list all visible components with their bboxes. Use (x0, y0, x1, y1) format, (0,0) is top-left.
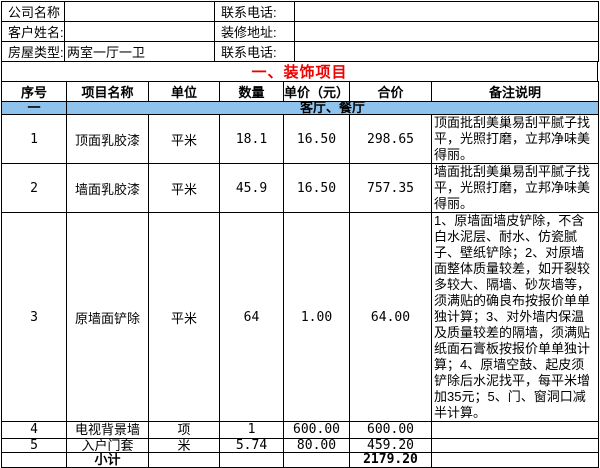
table-row: 1 顶面乳胶漆 平米 18.1 16.50 298.65 顶面批刮美巢易刮平腻子… (1, 114, 599, 164)
address-label: 装修地址: (214, 21, 295, 42)
house-type-label: 房屋类型: (1, 41, 65, 62)
table-row: 5 入户门套 米 5.74 80.00 459.20 (1, 438, 599, 453)
company-name-label: 公司名称 (1, 1, 65, 22)
contact-phone-value-1 (294, 1, 599, 22)
info-row-house-type: 房屋类型: 两室一厅一卫 联系电话: (1, 41, 599, 62)
subtotal-empty-qty (219, 452, 284, 468)
customer-name-label: 客户姓名: (1, 21, 65, 42)
cell-note: 墙面批刮美巢易刮平腻子找平，光照打磨，立邦净味美得丽。 (431, 163, 599, 213)
cell-no: 5 (1, 438, 67, 453)
table-row: 4 电视背景墙 项 1 600.00 600.00 (1, 421, 599, 439)
cell-item: 顶面乳胶漆 (66, 114, 149, 164)
address-value (294, 21, 599, 42)
cell-item: 入户门套 (66, 438, 149, 453)
section-no: 一 (1, 101, 67, 115)
info-table: 公司名称 联系电话: 客户姓名: 装修地址: 房屋类型: 两室一厅一卫 联系电话… (1, 1, 599, 62)
cell-total: 298.65 (349, 114, 432, 164)
subtotal-empty-price (283, 452, 350, 468)
cell-item: 电视背景墙 (66, 421, 149, 439)
cell-total: 757.35 (349, 163, 432, 213)
cell-qty: 1 (219, 421, 284, 439)
cell-note: 顶面批刮美巢易刮平腻子找平，光照打磨，立邦净味美得丽。 (431, 114, 599, 164)
quote-table: 序号 项目名称 单位 数量 单价（元） 合价 备注说明 一 客厅、餐厅 1 顶面… (1, 81, 599, 468)
contact-phone-label-2: 联系电话: (214, 41, 295, 62)
contact-phone-label-1: 联系电话: (214, 1, 295, 22)
col-header-qty: 数量 (219, 81, 284, 102)
cell-item: 墙面乳胶漆 (66, 163, 149, 213)
house-type-value: 两室一厅一卫 (64, 41, 215, 62)
cell-item: 原墙面铲除 (66, 212, 149, 422)
table-row: 3 原墙面铲除 平米 64 1.00 64.00 1、原墙面墙皮铲除，不含白水泥… (1, 212, 599, 422)
table-row: 2 墙面乳胶漆 平米 45.9 16.50 757.35 墙面批刮美巢易刮平腻子… (1, 163, 599, 213)
cell-total: 64.00 (349, 212, 432, 422)
subtotal-empty-unit (148, 452, 220, 468)
col-header-unit: 单位 (148, 81, 220, 102)
cell-unit: 平米 (148, 114, 220, 164)
col-header-total: 合价 (349, 81, 432, 102)
cell-note (431, 421, 599, 439)
customer-name-value (64, 21, 215, 42)
cell-total: 600.00 (349, 421, 432, 439)
cell-note (431, 438, 599, 453)
section-name: 客厅、餐厅 (66, 101, 599, 115)
col-header-no: 序号 (1, 81, 67, 102)
cell-total: 459.20 (349, 438, 432, 453)
cell-no: 2 (1, 163, 67, 213)
cell-qty: 18.1 (219, 114, 284, 164)
page-title: 一、装饰项目 (1, 62, 598, 81)
contact-phone-value-2 (294, 41, 599, 62)
cell-unit: 项 (148, 421, 220, 439)
col-header-item: 项目名称 (66, 81, 149, 102)
subtotal-empty-note (431, 452, 599, 468)
cell-price: 16.50 (283, 114, 350, 164)
cell-price: 600.00 (283, 421, 350, 439)
subtotal-row: 小计 2179.20 (1, 452, 599, 468)
table-header-row: 序号 项目名称 单位 数量 单价（元） 合价 备注说明 (1, 81, 599, 102)
cell-no: 1 (1, 114, 67, 164)
subtotal-label: 小计 (66, 452, 149, 468)
cell-unit: 平米 (148, 212, 220, 422)
cell-qty: 64 (219, 212, 284, 422)
cell-price: 16.50 (283, 163, 350, 213)
cell-unit: 米 (148, 438, 220, 453)
subtotal-empty-no (1, 452, 67, 468)
cell-price: 1.00 (283, 212, 350, 422)
company-name-value (64, 1, 215, 22)
cell-note: 1、原墙面墙皮铲除，不含白水泥层、耐水、仿瓷腻子、壁纸铲除；2、对原墙面整体质量… (431, 212, 599, 422)
cell-qty: 45.9 (219, 163, 284, 213)
info-row-company: 公司名称 联系电话: (1, 1, 599, 22)
info-row-customer: 客户姓名: 装修地址: (1, 21, 599, 42)
subtotal-value: 2179.20 (349, 452, 432, 468)
col-header-note: 备注说明 (431, 81, 599, 102)
cell-price: 80.00 (283, 438, 350, 453)
section-row: 一 客厅、餐厅 (1, 101, 599, 115)
cell-qty: 5.74 (219, 438, 284, 453)
cell-no: 4 (1, 421, 67, 439)
col-header-price: 单价（元） (283, 81, 350, 102)
cell-unit: 平米 (148, 163, 220, 213)
cell-no: 3 (1, 212, 67, 422)
